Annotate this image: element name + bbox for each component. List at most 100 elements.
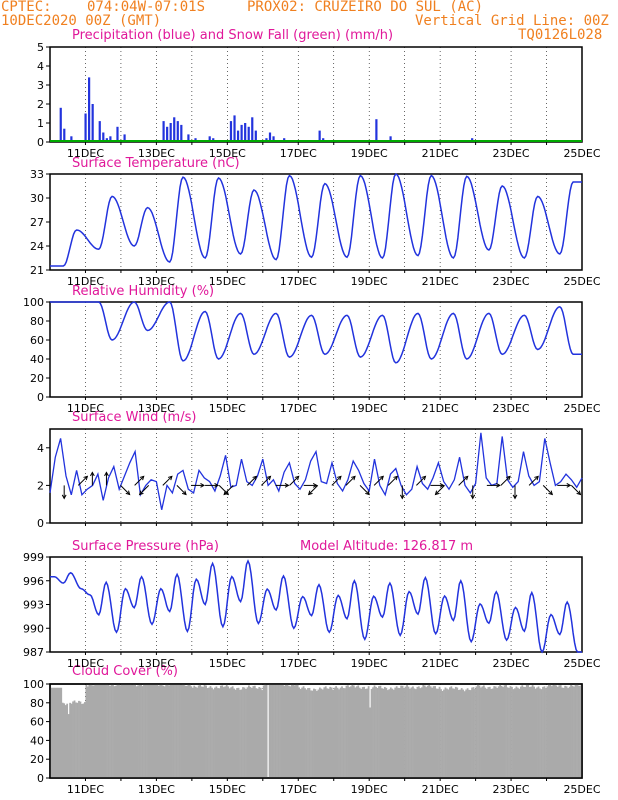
pressure-line xyxy=(50,559,582,654)
cloud-bar xyxy=(441,690,444,778)
cloud-bar xyxy=(225,684,228,778)
cloud-panel-title: Cloud Cover (%) xyxy=(72,664,178,679)
wind-vector-head xyxy=(336,475,342,481)
cloud-bar xyxy=(385,687,388,778)
cloud-bar xyxy=(491,688,494,778)
cloud-bar xyxy=(79,701,82,778)
humidity-line xyxy=(50,301,582,364)
cloud-bar xyxy=(488,686,491,778)
wind-vector-head xyxy=(252,475,258,481)
cloud-bar xyxy=(457,689,460,778)
wind-vector xyxy=(289,475,300,486)
precip-y-tick-label: 0 xyxy=(37,136,44,149)
cloud-bar xyxy=(279,684,281,778)
cloud-bar xyxy=(546,686,549,778)
cloud-bar xyxy=(256,688,259,778)
cloud-bar xyxy=(406,685,408,778)
cloud-bar xyxy=(454,686,457,778)
cloud-bar xyxy=(280,684,283,778)
precip-x-tick-label: 25DEC xyxy=(563,147,600,160)
cloud-x-tick-label: 21DEC xyxy=(422,783,459,796)
cloud-bar xyxy=(265,684,268,778)
cloud-x-tick-label: 13DEC xyxy=(138,783,175,796)
cloud-bar xyxy=(432,686,435,778)
cloud-y-tick-label: 40 xyxy=(30,734,44,747)
cloud-bar xyxy=(216,688,219,778)
precip-bar xyxy=(116,126,119,142)
cloud-bar xyxy=(202,686,204,778)
cloud-bar xyxy=(440,689,442,778)
cloud-bar xyxy=(478,685,481,778)
cloud-bar xyxy=(450,686,453,778)
cloud-bar xyxy=(212,689,215,778)
cloud-bar xyxy=(140,684,142,778)
cloud-bar xyxy=(131,684,134,778)
cloud-bar xyxy=(386,690,389,778)
cloud-bar xyxy=(363,686,366,778)
cloud-x-tick-label: 19DEC xyxy=(351,783,388,796)
cloud-bar xyxy=(422,684,425,778)
cloud-bar xyxy=(394,687,397,778)
temperature-x-tick-label: 13DEC xyxy=(138,275,175,288)
cloud-bar xyxy=(355,686,358,778)
precip-bar xyxy=(123,134,126,142)
cloud-bar xyxy=(550,686,553,778)
cloud-bar xyxy=(298,687,301,778)
cloud-bar xyxy=(165,684,168,778)
cloud-bar xyxy=(172,684,175,778)
cloud-bar xyxy=(132,684,135,778)
precip-y-tick-label: 3 xyxy=(37,79,44,92)
cloud-bar xyxy=(69,702,71,778)
cloud-bar xyxy=(518,688,521,778)
cloud-bar xyxy=(128,684,131,778)
cloud-bar xyxy=(360,688,363,778)
cloud-bar xyxy=(289,686,292,778)
cloud-bar xyxy=(542,686,544,778)
wind-vector xyxy=(218,485,229,495)
cloud-bar xyxy=(579,685,581,778)
precip-bar xyxy=(162,121,165,142)
wind-vector-head xyxy=(379,475,384,481)
cloud-bar xyxy=(156,684,159,778)
cloud-bar xyxy=(274,684,277,778)
cloud-bar xyxy=(463,691,466,778)
temperature-y-tick-label: 27 xyxy=(30,216,44,229)
cloud-bar xyxy=(573,686,575,778)
cloud-bar xyxy=(106,684,108,778)
cloud-bar xyxy=(122,684,125,778)
humidity-y-tick-label: 20 xyxy=(30,372,44,385)
header-coordinates: 074:04W-07:01S xyxy=(87,0,206,15)
header-station: PROX02: CRUZEIRO DO SUL (AC) xyxy=(247,0,484,15)
cloud-bar xyxy=(555,685,558,778)
cloud-bar xyxy=(66,703,69,778)
cloud-bar xyxy=(115,685,117,778)
cloud-bar xyxy=(556,686,559,778)
cloud-bar xyxy=(304,688,306,778)
wind-vector-head xyxy=(393,475,399,481)
precip-y-tick-label: 5 xyxy=(37,41,44,54)
cloud-bar xyxy=(177,684,179,778)
cloud-bar xyxy=(120,684,123,778)
precip-bar xyxy=(272,136,275,142)
cloud-bar xyxy=(321,689,324,778)
cloud-bar xyxy=(159,684,162,778)
cloud-bar xyxy=(548,684,550,778)
cloud-bar xyxy=(500,685,503,778)
wind-vector-head xyxy=(266,475,272,481)
cloud-bar xyxy=(335,686,337,778)
cloud-bar xyxy=(166,684,169,778)
cloud-bar xyxy=(83,702,86,778)
wind-vector-head xyxy=(139,475,145,481)
cloud-bar xyxy=(168,685,170,778)
cloud-bar xyxy=(58,687,61,778)
cloud-bar xyxy=(323,687,326,778)
cloud-bar xyxy=(82,703,85,778)
cloud-bar xyxy=(351,684,354,778)
precip-bar xyxy=(236,130,240,142)
cloud-bar xyxy=(502,687,504,778)
cloud-bar xyxy=(416,686,419,778)
cloud-bar xyxy=(95,684,98,778)
cloud-bar xyxy=(553,684,556,778)
wind-vector-head xyxy=(470,494,476,500)
wind-vector-head xyxy=(434,490,440,496)
